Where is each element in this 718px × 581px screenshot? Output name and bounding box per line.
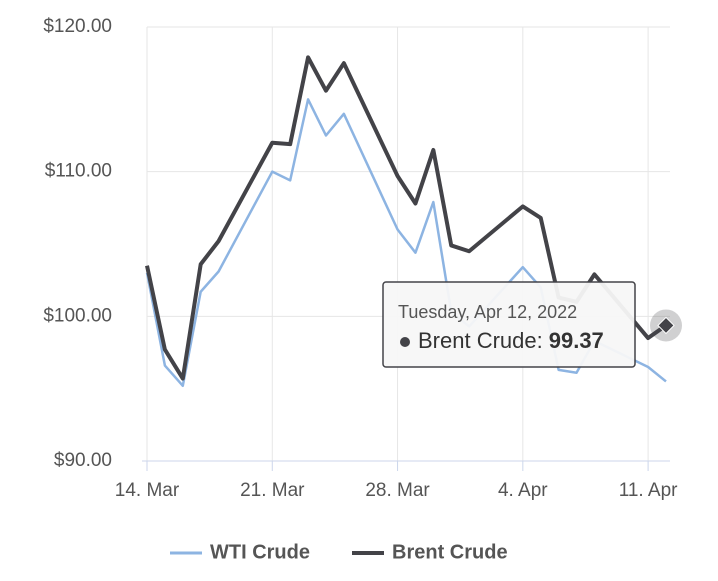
y-tick-label: $100.00 bbox=[43, 305, 112, 326]
x-tick-label: 28. Mar bbox=[365, 480, 430, 501]
tooltip-box bbox=[382, 281, 636, 368]
hover-marker bbox=[657, 316, 675, 335]
legend-label: WTI Crude bbox=[210, 541, 310, 563]
y-tick-label: $120.00 bbox=[43, 16, 112, 37]
x-tick-label: 14. Mar bbox=[115, 480, 180, 501]
tooltip-bullet bbox=[400, 337, 410, 347]
y-tick-label: $110.00 bbox=[45, 161, 112, 182]
tooltip-value: 99.37 bbox=[549, 328, 604, 353]
tooltip-line: Brent Crude: 99.37 bbox=[418, 328, 604, 353]
tooltip: Tuesday, Apr 12, 2022 Brent Crude: 99.37 bbox=[382, 281, 636, 368]
series-line bbox=[145, 98, 667, 388]
x-tick-label: 4. Apr bbox=[498, 480, 548, 501]
x-tick-label: 11. Apr bbox=[619, 480, 678, 501]
x-tick-label: 21. Mar bbox=[240, 480, 305, 501]
legend-label: Brent Crude bbox=[392, 541, 508, 563]
y-tick-label: $90.00 bbox=[54, 450, 112, 471]
tooltip-label: Brent Crude: bbox=[418, 328, 543, 353]
tooltip-title: Tuesday, Apr 12, 2022 bbox=[398, 302, 577, 322]
